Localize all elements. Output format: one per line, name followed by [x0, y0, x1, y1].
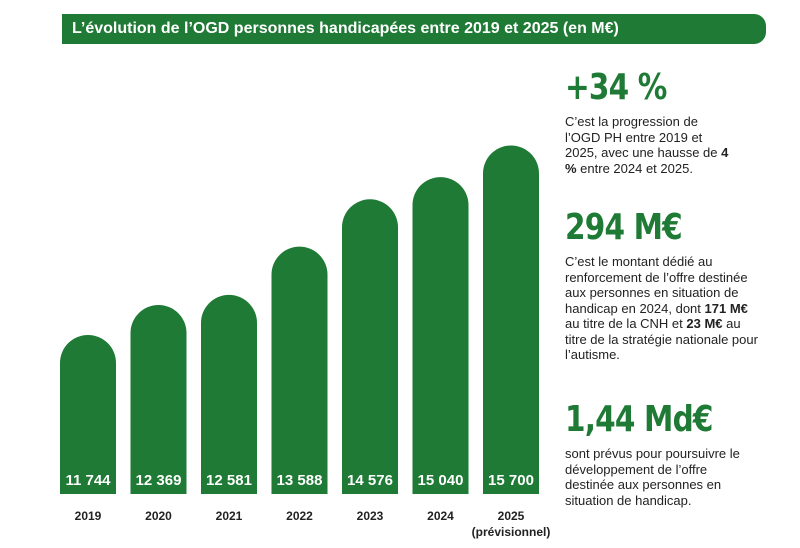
bar-value-label: 12 369 [136, 472, 182, 489]
stat-highlight: 4 % [565, 145, 729, 176]
x-tick-label: 2022 [286, 509, 313, 523]
x-tick-label: 2023 [357, 509, 384, 523]
stat-text: C’est le montant dédié au renforcement d… [565, 254, 748, 316]
title-bar: L’évolution de l’OGD personnes handicapé… [62, 14, 766, 44]
bar-2019 [60, 334, 117, 494]
stat-montant: 294 M€ C’est le montant dédié au renforc… [565, 208, 780, 363]
x-tick-label: 2020 [145, 509, 172, 523]
bar-value-label: 15 700 [488, 472, 534, 489]
stat-highlight: 171 M€ [704, 300, 748, 316]
stat-figure: 294 M€ [565, 207, 683, 248]
x-tick-label: 2021 [216, 509, 243, 523]
stat-progression: +34 % C’est la progression de l’OGD PH e… [565, 68, 780, 176]
bar-2021 [201, 294, 257, 494]
bar-2023 [342, 199, 398, 494]
stat-milliards: 1,44 Md€ sont prévus pour poursuivre le … [565, 400, 780, 508]
bar-value-label: 13 588 [277, 472, 323, 489]
x-tick-label: 2025 [498, 509, 525, 523]
chart-title: L’évolution de l’OGD personnes handicapé… [72, 20, 619, 37]
stat-description: C’est le montant dédié au renforcement d… [565, 254, 765, 363]
stat-text: sont prévus pour poursuivre le développe… [565, 446, 740, 508]
bar-value-label: 12 581 [206, 472, 252, 489]
stat-description: C’est la progression de l’OGD PH entre 2… [565, 114, 735, 176]
bar-chart: 11 744 2019 12 369 2020 12 581 2021 13 588 2022… [60, 145, 550, 539]
x-tick-label: 2024 [427, 509, 454, 523]
stat-text: au titre de la stratégie nationale pour … [565, 316, 758, 362]
bar-2024 [412, 177, 469, 494]
bar-value-label: 15 040 [418, 472, 464, 489]
stat-figure: 1,44 Md€ [565, 399, 713, 440]
bar-2020 [130, 305, 187, 494]
bar-2022 [271, 246, 328, 494]
x-tick-note: (prévisionnel) [472, 525, 550, 539]
stat-text: entre 2024 et 2025. [576, 160, 693, 176]
x-tick-label: 2019 [75, 509, 102, 523]
stat-description: sont prévus pour poursuivre le développe… [565, 446, 755, 508]
bar-value-label: 11 744 [65, 472, 111, 489]
stat-figure: +34 % [565, 67, 667, 108]
bar-2025 [483, 145, 539, 494]
stat-text: au titre de la CNH et [565, 316, 687, 331]
bar-value-label: 14 576 [347, 472, 393, 489]
stat-highlight: 23 M€ [686, 316, 723, 331]
stat-text: C’est la progression de l’OGD PH entre 2… [565, 114, 722, 160]
